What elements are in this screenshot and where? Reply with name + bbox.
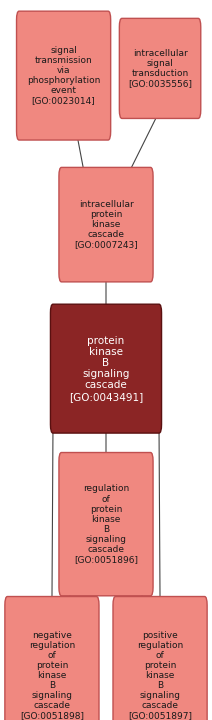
FancyBboxPatch shape — [17, 12, 111, 140]
Text: intracellular
signal
transduction
[GO:0035556]: intracellular signal transduction [GO:00… — [128, 49, 192, 88]
FancyBboxPatch shape — [59, 167, 153, 282]
FancyBboxPatch shape — [5, 596, 99, 720]
Text: positive
regulation
of
protein
kinase
B
signaling
cascade
[GO:0051897]: positive regulation of protein kinase B … — [128, 631, 192, 720]
Text: regulation
of
protein
kinase
B
signaling
cascade
[GO:0051896]: regulation of protein kinase B signaling… — [74, 485, 138, 564]
FancyBboxPatch shape — [113, 596, 207, 720]
Text: protein
kinase
B
signaling
cascade
[GO:0043491]: protein kinase B signaling cascade [GO:0… — [69, 336, 143, 402]
Text: negative
regulation
of
protein
kinase
B
signaling
cascade
[GO:0051898]: negative regulation of protein kinase B … — [20, 631, 84, 720]
Text: signal
transmission
via
phosphorylation
event
[GO:0023014]: signal transmission via phosphorylation … — [27, 46, 100, 105]
FancyBboxPatch shape — [59, 452, 153, 595]
FancyBboxPatch shape — [50, 304, 162, 433]
Text: intracellular
protein
kinase
cascade
[GO:0007243]: intracellular protein kinase cascade [GO… — [74, 200, 138, 249]
FancyBboxPatch shape — [119, 18, 201, 118]
